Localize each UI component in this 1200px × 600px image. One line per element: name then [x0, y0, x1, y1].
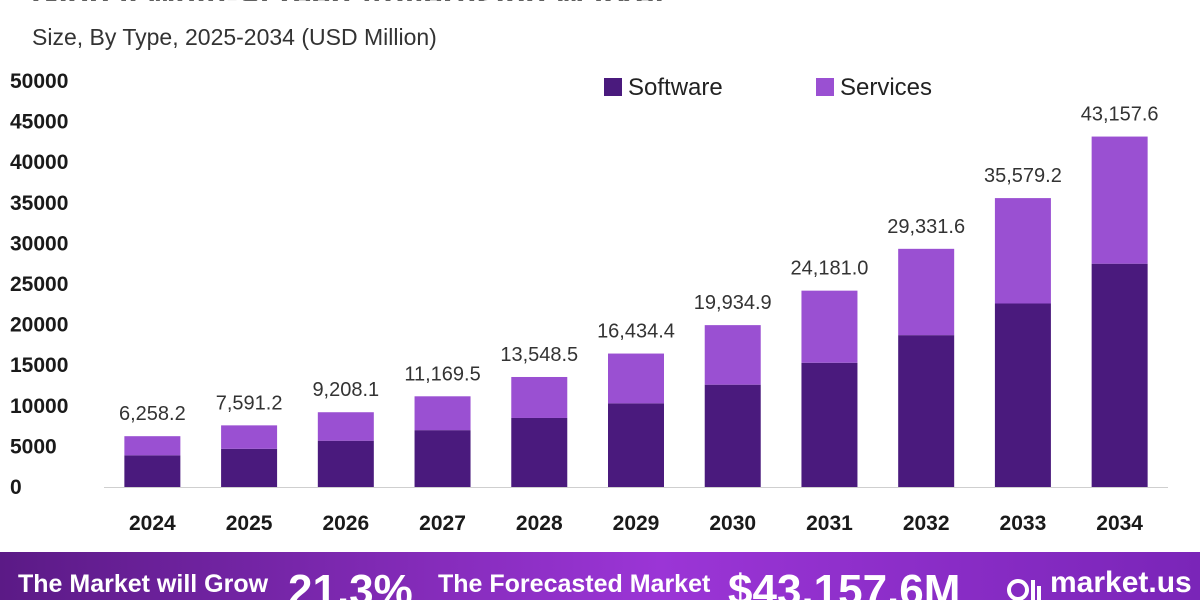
x-tick-label: 2033 [1000, 512, 1047, 535]
x-tick-label: 2027 [419, 512, 466, 535]
services-bar-segment [317, 412, 374, 441]
services-bar-segment [704, 325, 761, 385]
forecast-label: The Forecasted Market [438, 570, 711, 598]
x-tick-label: 2026 [322, 512, 369, 535]
services-bar-segment [414, 396, 471, 431]
x-tick-label: 2025 [226, 512, 273, 535]
bar-total-label: 43,157.6 [1081, 104, 1159, 126]
services-bar-segment [221, 425, 278, 449]
x-tick-label: 2024 [129, 512, 176, 535]
services-bar-segment [1091, 136, 1148, 264]
software-bar-segment [414, 430, 471, 487]
x-tick-label: 2031 [806, 512, 853, 535]
y-tick-label: 15000 [10, 354, 68, 377]
software-bar-segment [317, 440, 374, 487]
bar-total-label: 29,331.6 [887, 216, 965, 238]
legend-label-services: Services [840, 74, 932, 101]
y-tick-label: 10000 [10, 395, 68, 418]
software-bar-segment [801, 362, 858, 487]
y-tick-label: 25000 [10, 273, 68, 296]
services-bar-segment [898, 248, 955, 336]
market-us-logo-icon [1007, 579, 1041, 600]
stacked-bar-chart: 0 5000 10000 15000 20000 25000 30000 35000 40000… [10, 70, 1168, 535]
services-bar-segment [511, 376, 568, 418]
software-bar-segment [898, 335, 955, 487]
services-bar-segment [994, 198, 1051, 304]
software-bar-segment [511, 417, 568, 487]
x-tick-label: 2032 [903, 512, 950, 535]
bar-total-label: 16,434.4 [597, 321, 675, 343]
software-bar-segment [124, 455, 181, 487]
x-tick-label: 2028 [516, 512, 563, 535]
software-bar-segment [704, 384, 761, 487]
bar-total-label: 6,258.2 [119, 403, 186, 425]
software-bar-segment [994, 303, 1051, 487]
software-bar-segment [1091, 263, 1148, 487]
y-tick-label: 35000 [10, 192, 68, 215]
forecast-value: $43,157.6M [728, 566, 961, 600]
y-tick-label: 5000 [10, 435, 57, 458]
services-bar-segment [801, 290, 858, 363]
services-bar-segment [124, 436, 181, 456]
software-bar-segment [221, 448, 278, 487]
bar-total-label: 24,181.0 [791, 258, 869, 280]
bar-total-label: 13,548.5 [500, 344, 578, 366]
services-bar-segment [608, 353, 664, 404]
y-tick-label: 20000 [10, 314, 68, 337]
brand-name: market.us [1050, 566, 1192, 599]
chart-subtitle: Size, By Type, 2025-2034 (USD Million) [32, 24, 437, 50]
legend-swatch-services [816, 78, 834, 96]
y-tick-label: 50000 [10, 70, 68, 93]
x-tick-label: 2029 [613, 512, 660, 535]
grow-label: The Market will Grow [18, 570, 269, 598]
software-bar-segment [608, 403, 664, 487]
y-tick-label: 40000 [10, 151, 68, 174]
legend-swatch-software [604, 78, 622, 96]
x-tick-label: 2030 [709, 512, 756, 535]
bar-total-label: 11,169.5 [404, 363, 480, 385]
y-tick-label: 0 [10, 476, 22, 499]
bar-total-label: 35,579.2 [984, 165, 1062, 187]
footer-banner: The Market will Grow 21.3% The Forecaste… [0, 552, 1200, 600]
y-tick-label: 30000 [10, 232, 68, 255]
cagr-value: 21.3% [288, 566, 413, 600]
chart-title: Global Multi-Screen Advertising Market [32, 0, 666, 20]
y-tick-label: 45000 [10, 111, 68, 134]
bar-total-label: 9,208.1 [312, 379, 379, 401]
bar-total-label: 19,934.9 [694, 292, 772, 314]
legend-label-software: Software [628, 74, 723, 101]
x-tick-label: 2034 [1096, 512, 1143, 535]
bar-total-label: 7,591.2 [216, 392, 283, 414]
